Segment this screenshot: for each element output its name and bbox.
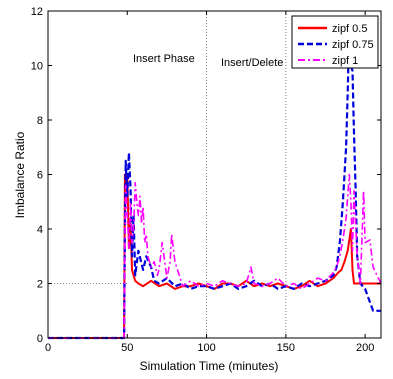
legend-box [291,15,379,69]
x-tick-label: 0 [45,342,51,354]
x-tick-label: 100 [197,342,215,354]
y-tick-label: 6 [37,170,43,182]
y-axis-label: Imbalance Ratio [13,131,27,218]
legend-label-zipf-05: zipf 0.5 [332,23,367,35]
reference-lines [48,11,287,338]
series-layer [48,23,382,340]
y-tick-label: 2 [37,279,43,291]
x-tick-label: 150 [277,342,295,354]
y-tick-label: 8 [37,115,43,127]
annotation-insert-delete: Insert/Delete [221,57,283,69]
y-tick-label: 12 [31,6,43,18]
annotation-insert-phase: Insert Phase [133,53,195,65]
x-tick-label: 200 [356,342,374,354]
x-tick-label: 50 [121,342,133,354]
ticks: 0 50 100 150 200 0 2 4 6 8 10 12 [31,6,381,354]
legend-label-zipf-1: zipf 1 [332,55,358,67]
legend: zipf 0.5 zipf 0.75 zipf 1 [291,15,379,69]
y-tick-label: 4 [37,224,43,236]
series-line-zipf-1 [48,173,382,339]
y-tick-label: 0 [37,333,43,345]
series-line-zipf-0-75 [48,23,381,340]
x-axis-label: Simulation Time (minutes) [140,359,279,373]
legend-label-zipf-075: zipf 0.75 [332,39,374,51]
y-tick-label: 10 [31,61,43,73]
